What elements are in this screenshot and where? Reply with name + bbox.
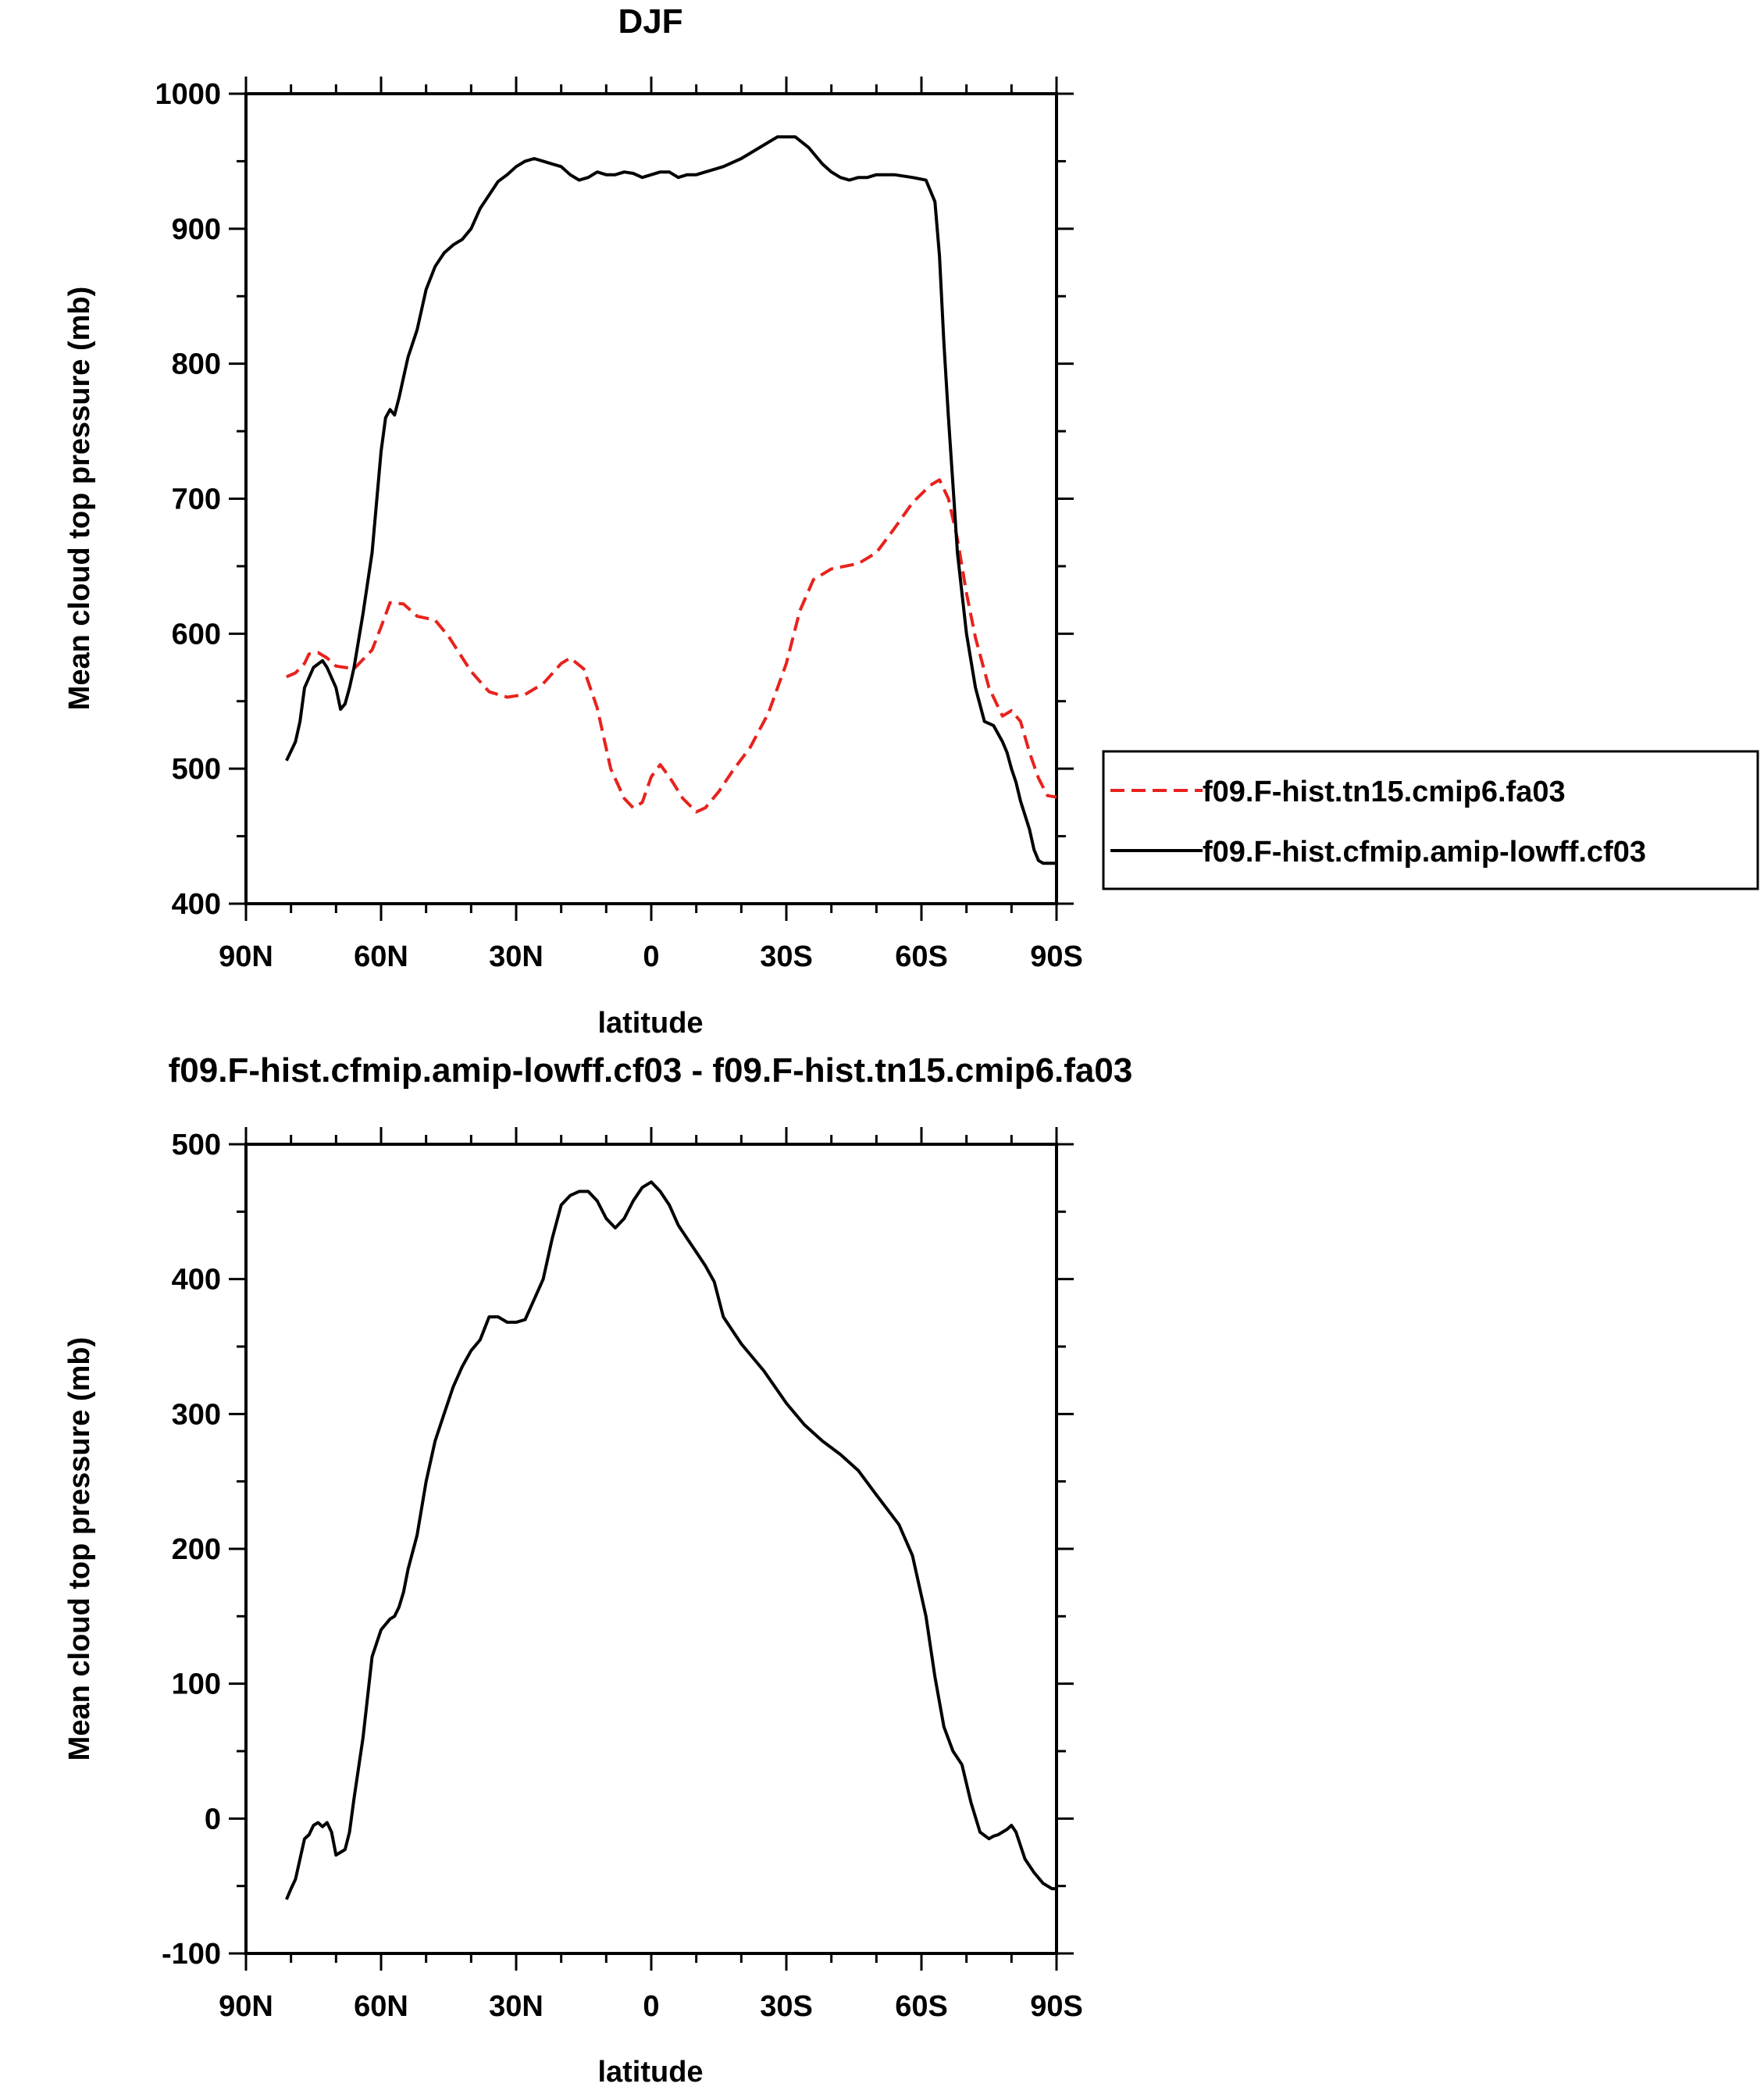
- x-tick-labels: 90N 60N 30N 0 30S 60S 90S: [219, 1990, 1083, 2023]
- tick-marks: [229, 77, 1074, 921]
- y-tick-label: 1000: [155, 78, 221, 111]
- x-tick-label: 90N: [219, 1990, 273, 2023]
- x-axis-label: latitude: [597, 2056, 703, 2087]
- y-axis-label: Mean cloud top pressure (mb): [63, 1337, 96, 1761]
- series-line-red-dashed: [286, 478, 1057, 814]
- x-tick-label: 30N: [489, 940, 543, 973]
- y-tick-label: 900: [172, 213, 221, 246]
- series-line-black: [285, 1180, 1057, 1900]
- x-tick-label: 60N: [354, 1990, 408, 2023]
- x-tick-label: 60S: [895, 1990, 948, 2023]
- y-tick-labels: -100 0 100 200 300 400 500: [162, 1129, 221, 1971]
- y-tick-label: 500: [172, 1129, 221, 1161]
- y-tick-label: 0: [205, 1803, 221, 1835]
- y-axis-label: Mean cloud top pressure (mb): [63, 287, 96, 711]
- y-tick-labels: 400 500 600 700 800 900 1000: [155, 78, 221, 921]
- x-tick-label: 60S: [895, 940, 948, 973]
- y-tick-label: 500: [172, 753, 221, 786]
- legend: f09.F-hist.tn15.cmip6.fa03 f09.F-hist.cf…: [1102, 750, 1759, 890]
- x-tick-label: 30S: [760, 940, 813, 973]
- x-tick-label: 30N: [489, 1990, 543, 2023]
- x-tick-label: 30S: [760, 1990, 813, 2023]
- x-tick-label: 90S: [1030, 1990, 1083, 2023]
- x-axis-label: latitude: [597, 1007, 703, 1040]
- x-tick-label: 0: [643, 940, 659, 973]
- series-lines: [285, 1180, 1057, 1900]
- x-tick-label: 60N: [354, 940, 408, 973]
- y-tick-label: 400: [172, 1264, 221, 1297]
- tick-marks: [229, 1127, 1074, 1971]
- x-tick-label: 0: [643, 1990, 659, 2023]
- y-tick-label: 100: [172, 1668, 221, 1701]
- x-tick-labels: 90N 60N 30N 0 30S 60S 90S: [219, 940, 1083, 973]
- y-tick-label: 700: [172, 483, 221, 516]
- y-tick-label: 400: [172, 888, 221, 921]
- y-tick-label: 600: [172, 618, 221, 651]
- y-tick-label: -100: [162, 1938, 221, 1971]
- y-tick-label: 200: [172, 1533, 221, 1566]
- series-lines: [285, 135, 1057, 865]
- x-tick-label: 90S: [1030, 940, 1083, 973]
- chart-title: f09.F-hist.cfmip.amip-lowff.cf03 - f09.F…: [169, 1051, 1133, 1090]
- difference-chart: f09.F-hist.cfmip.amip-lowff.cf03 - f09.F…: [63, 1051, 1132, 2087]
- y-tick-label: 800: [172, 348, 221, 381]
- legend-entry: f09.F-hist.tn15.cmip6.fa03: [1203, 776, 1566, 808]
- series-line-black: [285, 135, 1057, 865]
- djf-chart: DJF 400 500 600 700 800 900 1000 90N 60N 30N 0 30S…: [63, 2, 1759, 1040]
- legend-entry: f09.F-hist.cfmip.amip-lowff.cf03: [1203, 836, 1646, 869]
- chart-title: DJF: [618, 2, 682, 41]
- y-tick-label: 300: [172, 1398, 221, 1431]
- plot-frame: [244, 1143, 1058, 1955]
- x-tick-label: 90N: [219, 940, 273, 973]
- legend-box: [1102, 750, 1759, 890]
